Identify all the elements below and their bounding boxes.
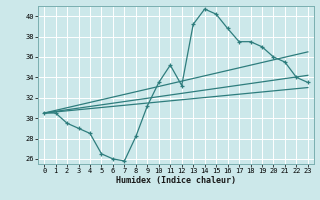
X-axis label: Humidex (Indice chaleur): Humidex (Indice chaleur) bbox=[116, 176, 236, 185]
